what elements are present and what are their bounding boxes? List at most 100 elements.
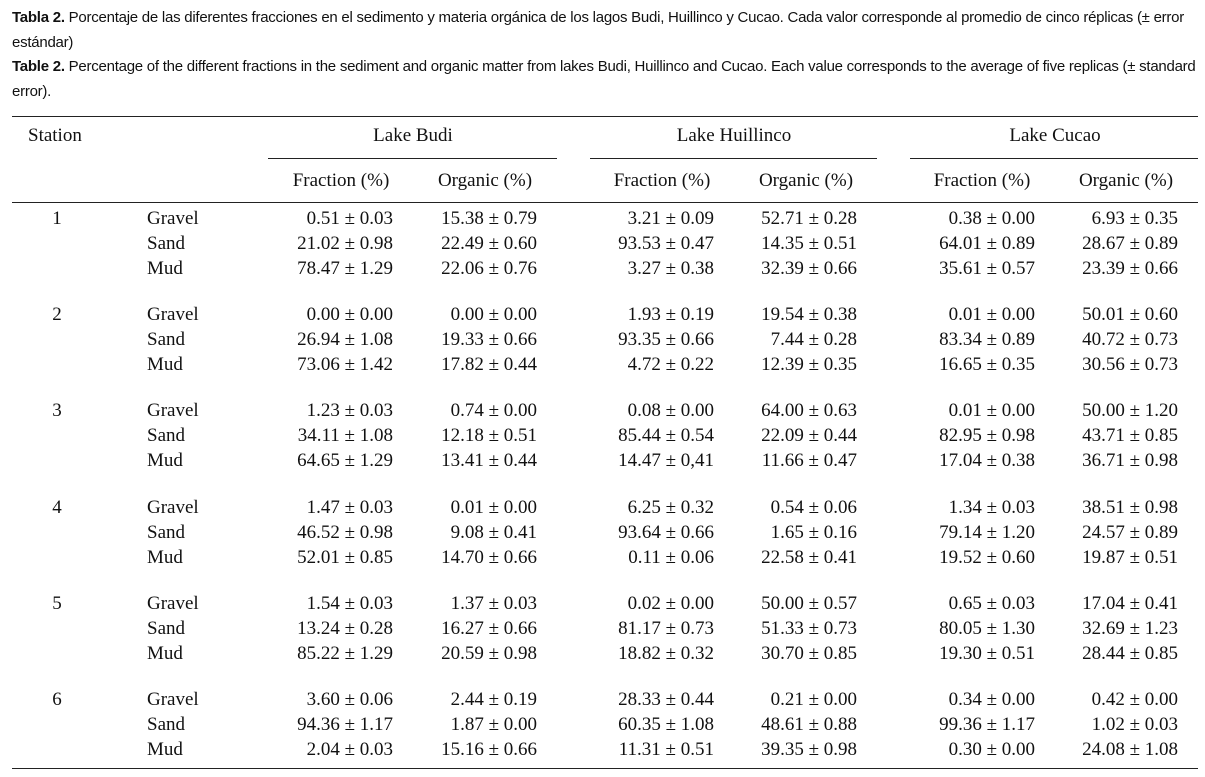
cell: 0.54 ± 0.06 — [770, 496, 857, 518]
cell: 22.49 ± 0.60 — [441, 233, 537, 254]
fraction-name: Mud — [147, 450, 183, 472]
cell: 24.57 ± 0.89 — [1082, 521, 1178, 543]
cell: 20.59 ± 0.98 — [441, 642, 537, 664]
cell: 22.06 ± 0.76 — [441, 258, 537, 279]
cell: 1.47 ± 0.03 — [306, 496, 393, 518]
cell: 79.14 ± 1.20 — [939, 521, 1035, 543]
cell: 0.30 ± 0.00 — [948, 739, 1035, 760]
cell: 34.11 ± 1.08 — [297, 425, 393, 447]
fraction-name: Mud — [147, 642, 183, 664]
cell: 11.66 ± 0.47 — [761, 450, 857, 472]
cell: 11.31 ± 0.51 — [618, 739, 714, 760]
cell: 0.38 ± 0.00 — [948, 208, 1035, 229]
cell: 1.65 ± 0.16 — [770, 521, 857, 543]
cell: 82.95 ± 0.98 — [939, 425, 1035, 447]
cell: 85.22 ± 1.29 — [297, 642, 393, 664]
cell: 83.34 ± 0.89 — [939, 329, 1035, 351]
cell: 52.01 ± 0.85 — [297, 546, 393, 568]
cell: 19.30 ± 0.51 — [939, 642, 1035, 664]
caption-es: Tabla 2. Porcentaje de las diferentes fr… — [12, 6, 1200, 55]
cell: 73.06 ± 1.42 — [297, 354, 393, 376]
cell: 18.82 ± 0.32 — [618, 642, 714, 664]
cell: 64.01 ± 0.89 — [939, 233, 1035, 254]
station: 2 — [52, 304, 62, 326]
header-rule — [12, 202, 1198, 203]
cell: 64.00 ± 0.63 — [761, 400, 857, 422]
cell: 26.94 ± 1.08 — [297, 329, 393, 351]
cell: 0.02 ± 0.00 — [627, 592, 714, 614]
cell: 81.17 ± 0.73 — [618, 617, 714, 639]
cell: 0.51 ± 0.03 — [306, 208, 393, 229]
fraction-name: Gravel — [147, 496, 199, 518]
fraction-name: Gravel — [147, 304, 199, 326]
caption-en: Table 2. Percentage of the different fra… — [12, 55, 1200, 104]
cell: 0.00 ± 0.00 — [450, 304, 537, 326]
cell: 17.04 ± 0.38 — [939, 450, 1035, 472]
cell: 9.08 ± 0.41 — [450, 521, 537, 543]
fraction-name: Sand — [147, 329, 185, 351]
cell: 14.47 ± 0,41 — [618, 450, 714, 472]
caption-label: Table 2. — [12, 58, 65, 75]
fraction-name: Sand — [147, 521, 185, 543]
cell: 1.34 ± 0.03 — [948, 496, 1035, 518]
cell: 0.01 ± 0.00 — [450, 496, 537, 518]
cell: 28.33 ± 0.44 — [618, 689, 714, 710]
cell: 0.74 ± 0.00 — [450, 400, 537, 422]
caption-label: Tabla 2. — [12, 9, 65, 26]
cell: 35.61 ± 0.57 — [939, 258, 1035, 279]
station: 3 — [52, 400, 62, 422]
cell: 15.16 ± 0.66 — [441, 739, 537, 760]
cell: 2.44 ± 0.19 — [450, 689, 537, 710]
cell: 12.39 ± 0.35 — [761, 354, 857, 376]
station: 4 — [52, 496, 62, 518]
cell: 16.65 ± 0.35 — [939, 354, 1035, 376]
fraction-name: Sand — [147, 617, 185, 639]
station: 1 — [52, 208, 62, 229]
header-station: Station — [28, 125, 82, 146]
cell: 0.01 ± 0.00 — [948, 400, 1035, 422]
cell: 17.04 ± 0.41 — [1082, 592, 1178, 614]
cell: 64.65 ± 1.29 — [297, 450, 393, 472]
cell: 0.11 ± 0.06 — [628, 546, 714, 568]
cell: 23.39 ± 0.66 — [1082, 258, 1178, 279]
cell: 0.01 ± 0.00 — [948, 304, 1035, 326]
station: 5 — [52, 592, 62, 614]
cell: 30.70 ± 0.85 — [761, 642, 857, 664]
fraction-name: Mud — [147, 354, 183, 376]
fraction-name: Gravel — [147, 400, 199, 422]
cell: 3.21 ± 0.09 — [627, 208, 714, 229]
cell: 12.18 ± 0.51 — [441, 425, 537, 447]
cell: 0.34 ± 0.00 — [948, 689, 1035, 710]
header-lake: Lake Budi — [373, 125, 453, 146]
cell: 40.72 ± 0.73 — [1082, 329, 1178, 351]
cell: 94.36 ± 1.17 — [297, 714, 393, 735]
cell: 93.53 ± 0.47 — [618, 233, 714, 254]
cell: 78.47 ± 1.29 — [297, 258, 393, 279]
cell: 0.08 ± 0.00 — [627, 400, 714, 422]
cell: 2.04 ± 0.03 — [306, 739, 393, 760]
cell: 48.61 ± 0.88 — [761, 714, 857, 735]
cell: 43.71 ± 0.85 — [1082, 425, 1178, 447]
cell: 15.38 ± 0.79 — [441, 208, 537, 229]
fraction-name: Mud — [147, 258, 183, 279]
cell: 22.09 ± 0.44 — [761, 425, 857, 447]
caption-text: Porcentaje de las diferentes fracciones … — [12, 9, 1185, 51]
cell: 19.33 ± 0.66 — [441, 329, 537, 351]
cell: 6.93 ± 0.35 — [1091, 208, 1178, 229]
cell: 1.54 ± 0.03 — [306, 592, 393, 614]
fraction-name: Gravel — [147, 689, 199, 710]
cell: 52.71 ± 0.28 — [761, 208, 857, 229]
cell: 50.00 ± 0.57 — [761, 592, 857, 614]
group-rule — [590, 158, 877, 159]
header-column: Fraction (%) — [613, 170, 711, 191]
group-rule — [268, 158, 557, 159]
cell: 39.35 ± 0.98 — [761, 739, 857, 760]
fraction-name: Gravel — [147, 208, 199, 229]
cell: 13.41 ± 0.44 — [441, 450, 537, 472]
header-column: Organic (%) — [1078, 170, 1174, 191]
cell: 28.44 ± 0.85 — [1082, 642, 1178, 664]
header-column: Fraction (%) — [933, 170, 1031, 191]
cell: 99.36 ± 1.17 — [939, 714, 1035, 735]
cell: 3.27 ± 0.38 — [627, 258, 714, 279]
cell: 6.25 ± 0.32 — [627, 496, 714, 518]
